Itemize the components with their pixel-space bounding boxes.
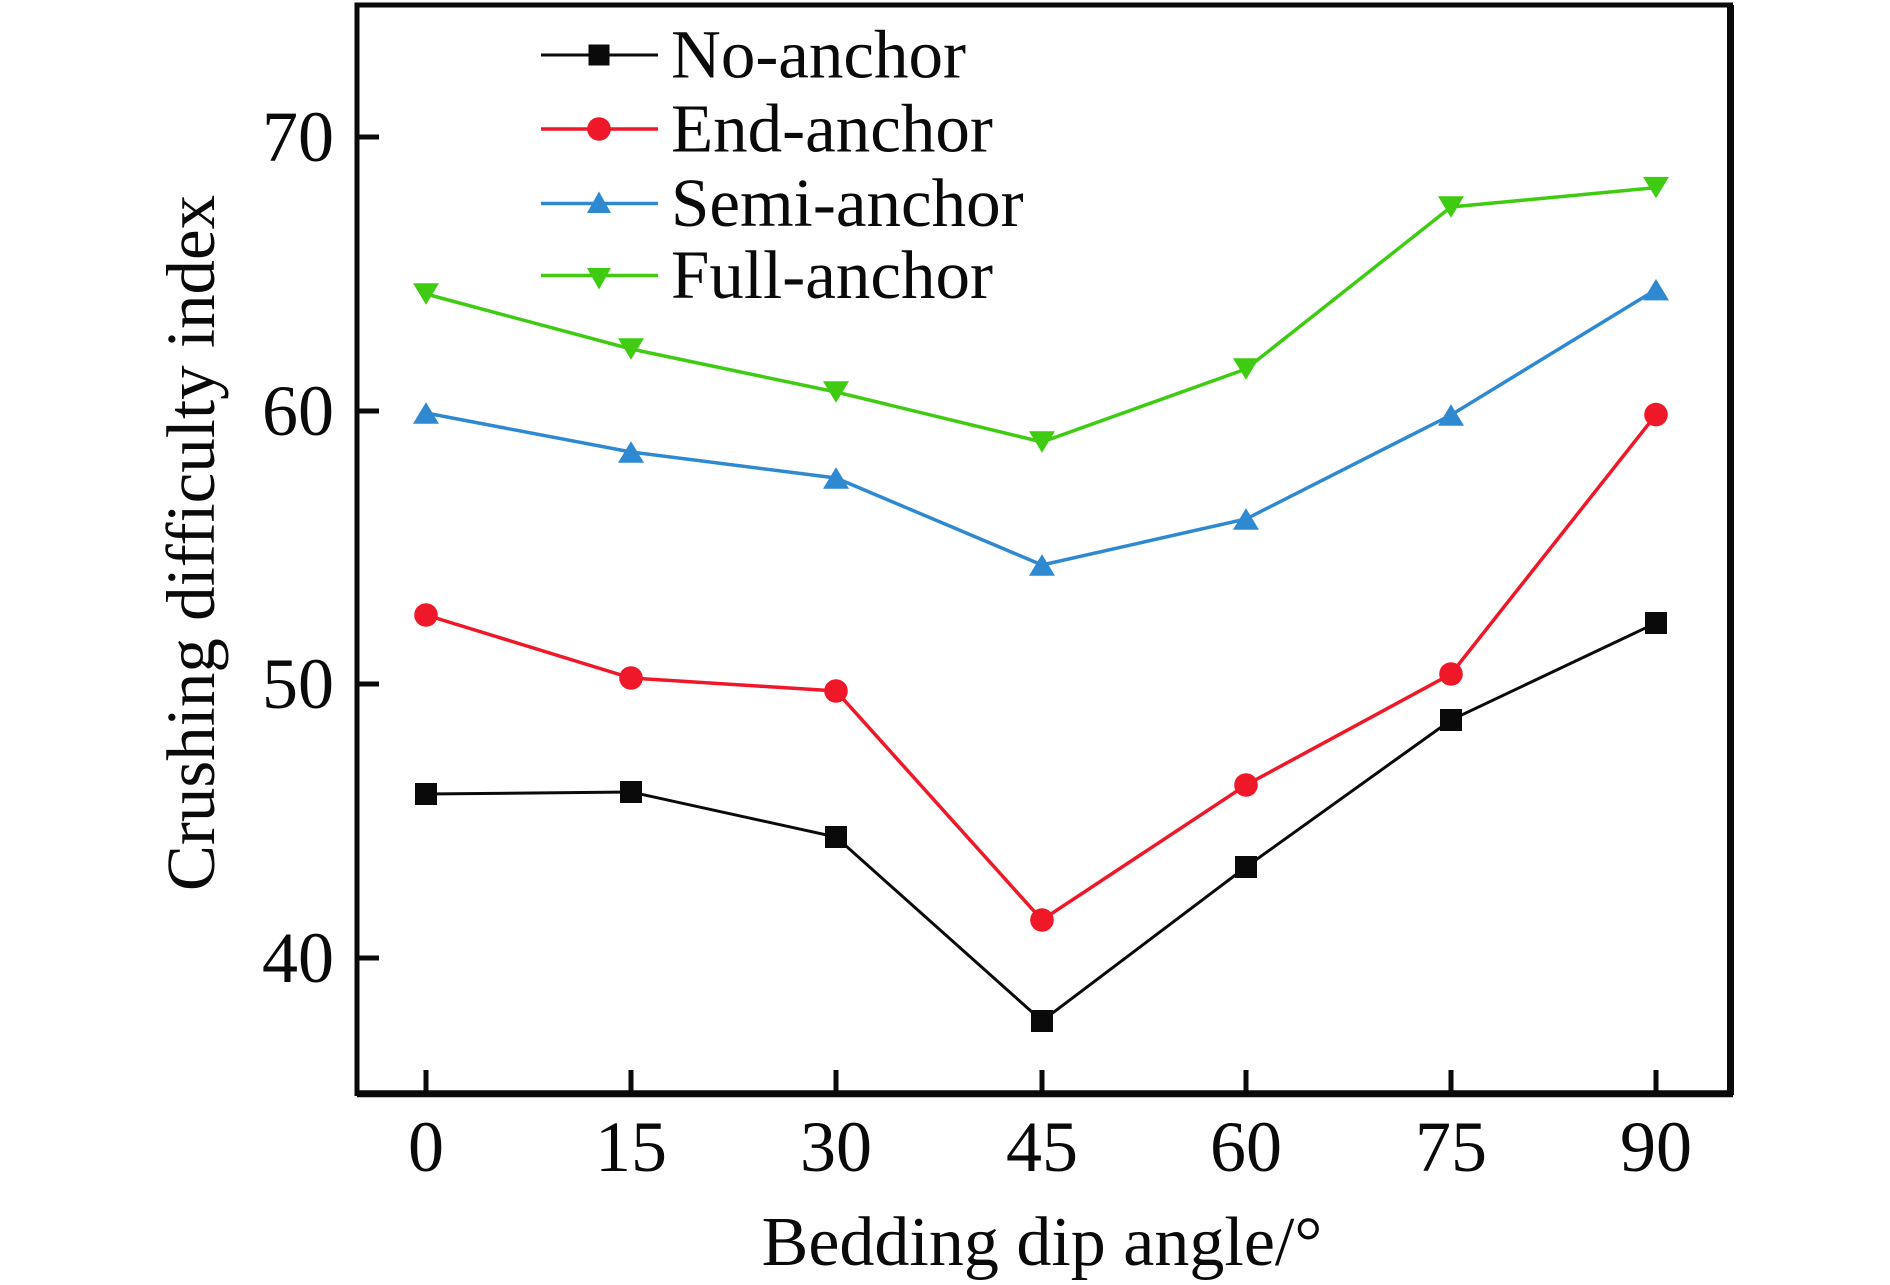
svg-text:75: 75 xyxy=(1415,1107,1487,1187)
svg-text:60: 60 xyxy=(262,371,334,451)
svg-text:70: 70 xyxy=(262,97,334,177)
svg-text:Full-anchor: Full-anchor xyxy=(671,237,993,313)
svg-text:0: 0 xyxy=(408,1107,444,1187)
svg-text:Bedding dip angle/°: Bedding dip angle/° xyxy=(762,1204,1323,1281)
svg-text:No-anchor: No-anchor xyxy=(671,17,966,93)
svg-text:90: 90 xyxy=(1620,1107,1692,1187)
svg-text:40: 40 xyxy=(262,918,334,998)
svg-text:45: 45 xyxy=(1006,1107,1078,1187)
svg-text:50: 50 xyxy=(262,644,334,724)
svg-text:60: 60 xyxy=(1210,1107,1282,1187)
svg-text:15: 15 xyxy=(595,1107,667,1187)
svg-text:Semi-anchor: Semi-anchor xyxy=(671,165,1024,241)
svg-text:30: 30 xyxy=(800,1107,872,1187)
svg-text:Crushing difficulty index: Crushing difficulty index xyxy=(153,195,229,891)
svg-text:End-anchor: End-anchor xyxy=(671,91,993,167)
